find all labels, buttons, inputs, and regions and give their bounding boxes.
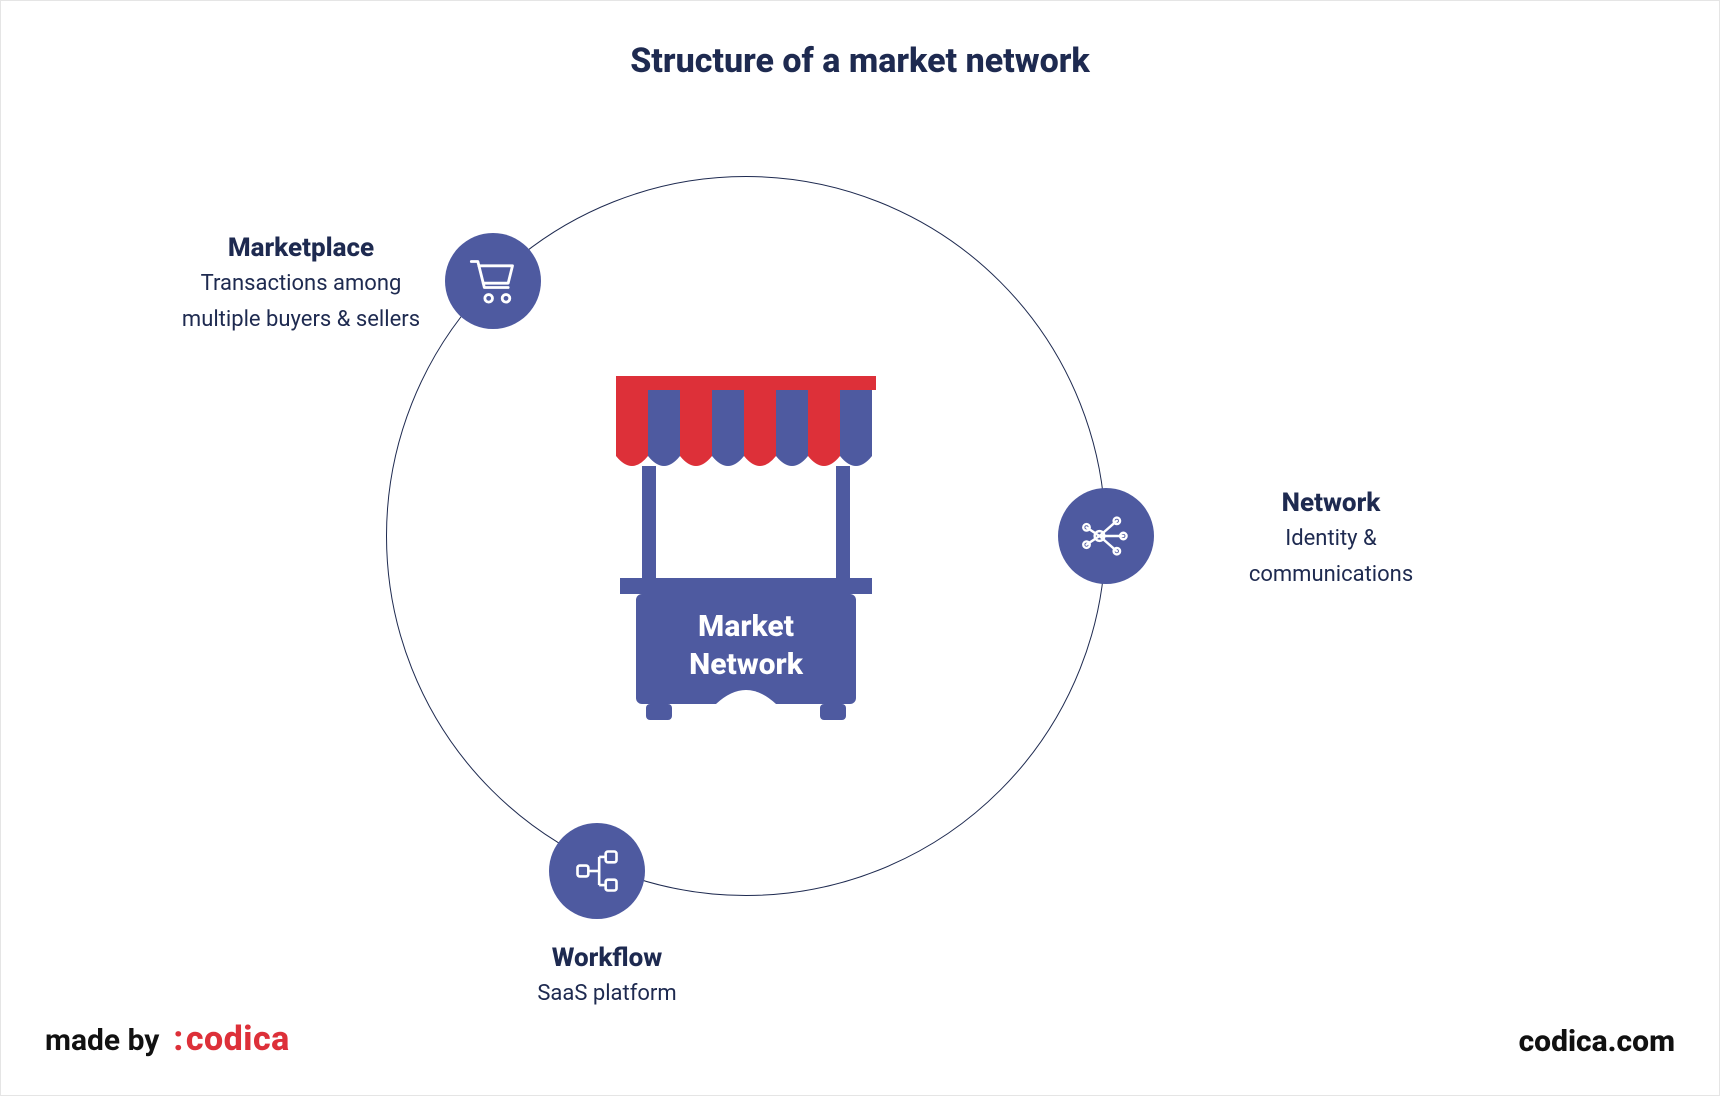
label-marketplace-sub2: multiple buyers & sellers [146, 305, 456, 335]
center-line2: Network [689, 647, 804, 682]
market-stall-icon: Market Network [596, 346, 896, 726]
label-network: Network Identity & communications [1181, 488, 1481, 589]
label-network-sub2: communications [1181, 560, 1481, 590]
center-line1: Market [698, 609, 794, 644]
codica-logo-colon: : [173, 1019, 183, 1059]
node-network [1058, 488, 1154, 584]
workflow-icon [571, 845, 623, 897]
label-marketplace-sub1: Transactions among [146, 269, 456, 299]
label-workflow-sub1: SaaS platform [487, 979, 727, 1009]
page-title: Structure of a market network [1, 41, 1719, 81]
made-by-label: made by [45, 1023, 159, 1058]
node-marketplace [445, 233, 541, 329]
label-network-title: Network [1181, 488, 1481, 518]
footer-left: made by :codica [45, 1019, 290, 1059]
codica-logo-text: codica [186, 1019, 290, 1059]
network-icon [1080, 510, 1132, 562]
node-workflow [549, 823, 645, 919]
label-marketplace: Marketplace Transactions among multiple … [146, 233, 456, 334]
cart-icon [467, 255, 519, 307]
center-stall: Market Network [596, 346, 896, 726]
codica-logo: :codica [173, 1019, 289, 1059]
label-network-sub1: Identity & [1181, 524, 1481, 554]
label-workflow-title: Workflow [487, 943, 727, 973]
label-workflow: Workflow SaaS platform [487, 943, 727, 1009]
infographic-frame: Structure of a market network Marketplac… [0, 0, 1720, 1096]
footer-url: codica.com [1519, 1024, 1675, 1059]
label-marketplace-title: Marketplace [146, 233, 456, 263]
